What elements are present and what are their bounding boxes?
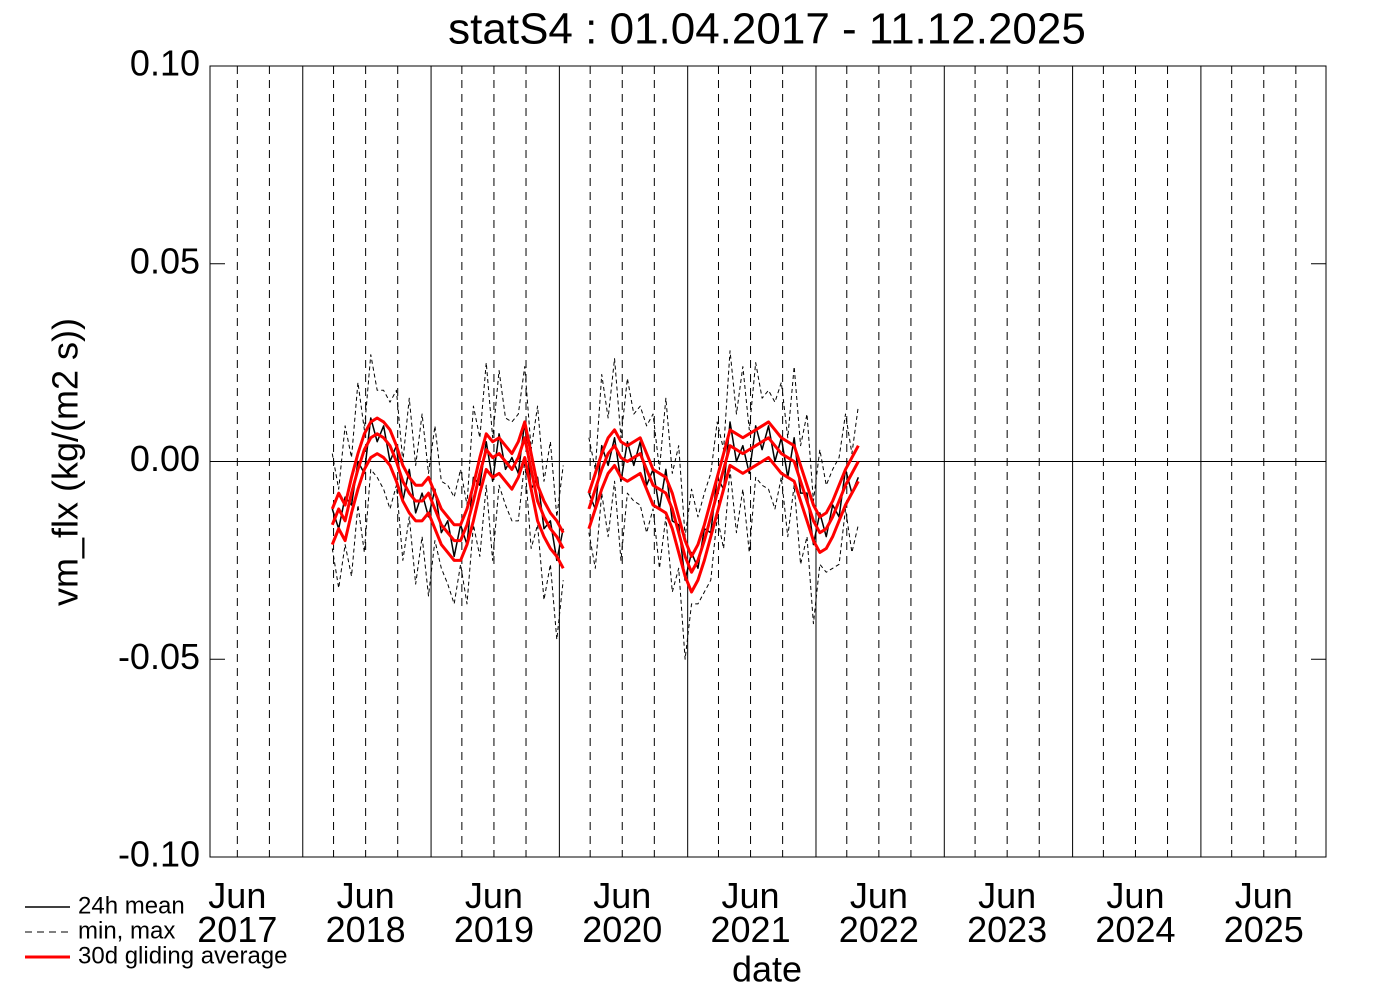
legend-label: 30d gliding average [78, 942, 288, 969]
x-tick-label: Jun 2021 [710, 875, 791, 950]
x-tick-label: Jun 2017 [197, 875, 278, 950]
legend-label: 24h mean [78, 892, 185, 919]
series-line [330, 432, 860, 574]
y-tick-label: 0.05 [130, 240, 200, 281]
y-tick-label: -0.05 [118, 636, 200, 677]
x-tick-label: Jun 2018 [325, 875, 406, 950]
series-line [330, 452, 860, 594]
x-tick-label: Jun 2019 [453, 875, 534, 950]
legend-label: min, max [78, 917, 175, 944]
y-tick-label: 0.00 [130, 438, 200, 479]
y-tick-label: 0.10 [130, 43, 200, 84]
x-tick-label: Jun 2023 [967, 875, 1048, 950]
plot-frame [209, 65, 1327, 858]
chart-title: statS4 : 01.04.2017 - 11.12.2025 [448, 5, 1086, 54]
y-tick-label: -0.10 [118, 834, 200, 875]
x-axis-label: date [732, 949, 802, 990]
x-tick-label: Jun 2020 [582, 875, 663, 950]
series-line [331, 417, 860, 581]
series-line [330, 416, 860, 558]
x-tick-label: Jun 2024 [1095, 875, 1176, 950]
x-tick-label: Jun 2022 [838, 875, 919, 950]
series-line [331, 461, 859, 660]
y-axis-label: vm_flx (kg/(m2 s)) [45, 318, 86, 606]
x-tick-label: Jun 2025 [1223, 875, 1304, 950]
